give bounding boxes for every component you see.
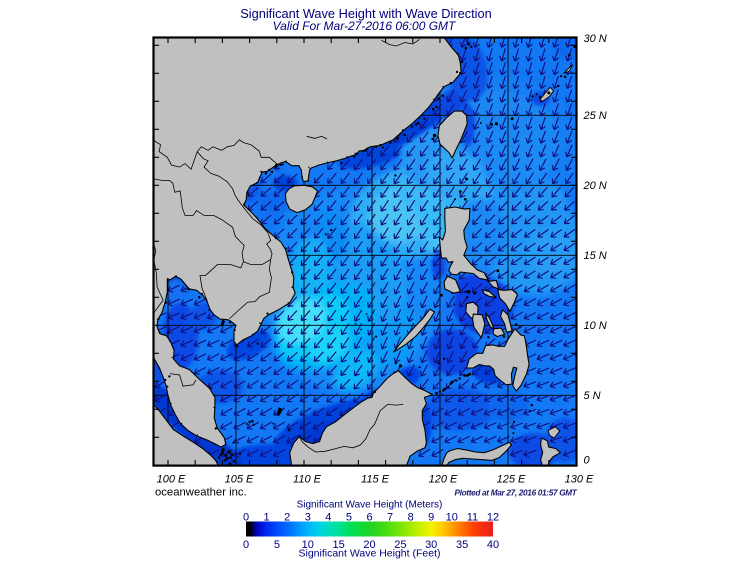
svg-text:110 E: 110 E: [293, 474, 322, 486]
svg-text:6: 6: [366, 511, 372, 523]
svg-text:20: 20: [363, 539, 375, 551]
svg-text:125 E: 125 E: [497, 474, 526, 486]
svg-text:35: 35: [456, 539, 468, 551]
svg-text:5: 5: [346, 511, 352, 523]
svg-text:30: 30: [425, 539, 437, 551]
svg-text:Significant Wave Height with W: Significant Wave Height with Wave Direct…: [240, 6, 492, 21]
svg-text:2: 2: [284, 511, 290, 523]
svg-text:9: 9: [428, 511, 434, 523]
svg-text:105 E: 105 E: [225, 474, 254, 486]
svg-text:4: 4: [325, 511, 331, 523]
svg-text:0: 0: [243, 511, 249, 523]
svg-text:3: 3: [305, 511, 311, 523]
svg-text:40: 40: [487, 539, 499, 551]
svg-text:115 E: 115 E: [361, 474, 390, 486]
svg-text:0: 0: [243, 539, 249, 551]
svg-text:30 N: 30 N: [584, 33, 607, 45]
svg-text:Significant Wave Height (Feet): Significant Wave Height (Feet): [298, 548, 440, 560]
svg-text:5 N: 5 N: [584, 390, 601, 402]
svg-text:10: 10: [446, 511, 458, 523]
svg-text:5: 5: [274, 539, 280, 551]
svg-text:25 N: 25 N: [583, 110, 607, 122]
svg-text:1: 1: [264, 511, 270, 523]
svg-text:11: 11: [467, 511, 478, 523]
svg-text:130 E: 130 E: [565, 474, 594, 486]
svg-text:oceanweather inc.: oceanweather inc.: [155, 487, 247, 499]
svg-text:Valid For Mar-27-2016 06:00 GM: Valid For Mar-27-2016 06:00 GMT: [273, 19, 457, 33]
svg-text:10 N: 10 N: [584, 320, 607, 332]
svg-text:15: 15: [332, 539, 344, 551]
svg-text:0: 0: [584, 455, 591, 467]
svg-text:15 N: 15 N: [584, 250, 607, 262]
svg-text:Plotted at Mar 27, 2016 01:57: Plotted at Mar 27, 2016 01:57 GMT: [454, 489, 577, 498]
svg-text:7: 7: [387, 511, 393, 523]
svg-text:8: 8: [408, 511, 414, 523]
svg-text:25: 25: [394, 539, 406, 551]
svg-text:120 E: 120 E: [429, 474, 458, 486]
svg-text:10: 10: [302, 539, 314, 551]
svg-text:20 N: 20 N: [583, 180, 607, 192]
svg-text:Significant Wave Height (Meter: Significant Wave Height (Meters): [297, 499, 443, 510]
svg-text:100 E: 100 E: [157, 474, 186, 486]
svg-text:12: 12: [487, 511, 499, 523]
